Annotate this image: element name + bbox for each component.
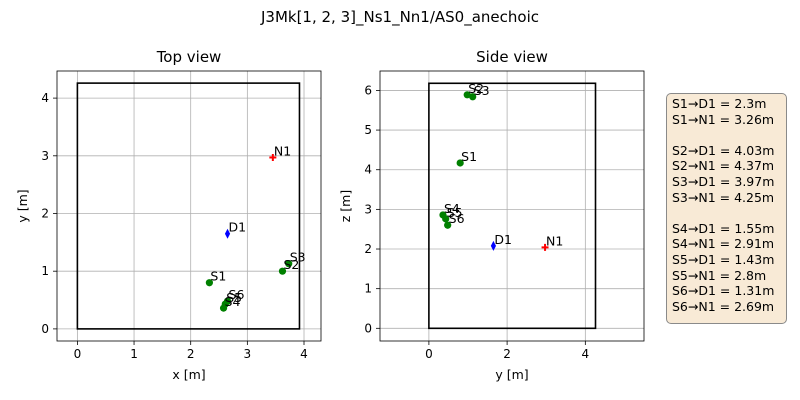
point-label: S4 <box>444 201 460 216</box>
room-outline <box>428 82 597 330</box>
point-label: S4 <box>225 294 241 309</box>
x-tick-label: 0 <box>74 347 82 361</box>
noise-marker <box>541 243 549 251</box>
x-axis-label: x [m] <box>172 367 205 382</box>
y-tick-label: 5 <box>364 123 372 137</box>
point-label: S6 <box>449 211 465 226</box>
source-marker <box>219 304 228 312</box>
y-tick-label: 6 <box>364 83 372 97</box>
axes-frame <box>56 70 322 342</box>
point-label: N1 <box>546 233 563 248</box>
y-tick-label: 0 <box>364 321 372 335</box>
point-label: S5 <box>226 290 242 305</box>
point-label: S5 <box>447 205 463 220</box>
point-label: S1 <box>461 149 477 164</box>
point-label: S3 <box>474 83 490 98</box>
source-marker <box>456 159 464 167</box>
distance-line: S1→N1 = 3.26m <box>672 111 775 127</box>
distance-line: S2→D1 = 4.03m <box>672 142 775 158</box>
x-tick-label: 2 <box>187 347 195 361</box>
x-tick-label: 4 <box>300 347 308 361</box>
x-tick-label: 3 <box>244 347 252 361</box>
distance-line: S4→N1 = 2.91m <box>672 236 775 252</box>
distance-line: S5→N1 = 2.8m <box>672 267 767 283</box>
distance-line: S5→D1 = 1.43m <box>672 251 775 267</box>
x-tick-label: 4 <box>582 347 590 361</box>
source-marker <box>442 215 450 223</box>
y-tick-label: 3 <box>41 149 49 163</box>
distance-line: S3→N1 = 4.25m <box>672 189 775 205</box>
y-tick-label: 4 <box>364 163 372 177</box>
axes-frame <box>379 70 645 342</box>
source-marker <box>463 91 471 99</box>
y-tick-label: 3 <box>364 202 372 216</box>
point-label: S2 <box>283 257 299 272</box>
x-axis-label: y [m] <box>495 367 528 382</box>
point-label: S3 <box>290 250 306 265</box>
y-axis-label: y [m] <box>15 189 30 222</box>
distance-line: S3→D1 = 3.97m <box>672 173 775 189</box>
distance-legend-box: S1→D1 = 2.3m S1→N1 = 3.26m S2→D1 = 4.03m… <box>666 93 787 324</box>
y-tick-label: 1 <box>41 264 49 278</box>
distance-line: S1→D1 = 2.3m <box>672 96 767 111</box>
y-tick-label: 1 <box>364 282 372 296</box>
source-marker <box>444 221 452 229</box>
point-label: S1 <box>210 269 226 284</box>
point-label: D1 <box>229 220 247 235</box>
distance-line <box>672 205 786 221</box>
point-label: D1 <box>494 232 512 247</box>
distance-line <box>672 127 786 143</box>
source-marker <box>278 267 287 275</box>
distance-line: S2→N1 = 4.37m <box>672 158 775 174</box>
point-label: S6 <box>229 287 245 302</box>
x-tick-label: 0 <box>425 347 433 361</box>
point-label: N1 <box>274 144 291 159</box>
point-label: S2 <box>468 81 484 96</box>
plot-title: Top view <box>156 48 222 66</box>
distance-line: S6→N1 = 2.69m <box>672 298 775 314</box>
listener-marker <box>224 228 231 239</box>
source-marker <box>469 93 477 101</box>
distance-line: S4→D1 = 1.55m <box>672 220 775 236</box>
source-marker <box>205 279 213 287</box>
y-axis-label: z [m] <box>338 190 353 222</box>
x-tick-label: 1 <box>130 347 138 361</box>
y-tick-label: 4 <box>41 91 49 105</box>
distance-line: S6→D1 = 1.31m <box>672 283 775 299</box>
listener-marker <box>490 240 497 251</box>
room-outline <box>76 82 301 330</box>
x-tick-label: 2 <box>503 347 511 361</box>
y-tick-label: 2 <box>364 242 372 256</box>
figure-title: J3Mk[1, 2, 3]_Ns1_Nn1/AS0_anechoic <box>260 8 539 27</box>
plot-title: Side view <box>476 48 548 66</box>
y-tick-label: 2 <box>41 207 49 221</box>
y-tick-label: 0 <box>41 322 49 336</box>
source-marker <box>285 260 293 268</box>
noise-marker <box>269 154 277 162</box>
